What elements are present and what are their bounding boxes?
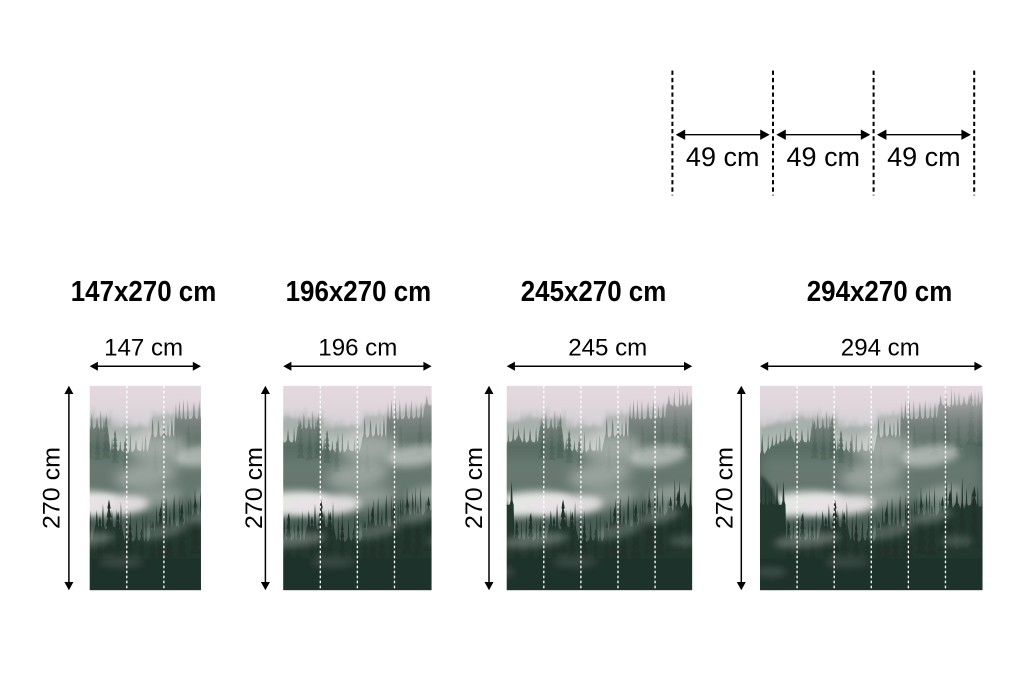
svg-text:270 cm: 270 cm [241,447,268,529]
svg-text:270 cm: 270 cm [712,447,739,529]
svg-text:196 cm: 196 cm [318,334,397,361]
svg-text:49 cm: 49 cm [887,142,961,172]
svg-text:49 cm: 49 cm [686,142,760,172]
svg-text:147 cm: 147 cm [104,334,183,361]
svg-text:245 cm: 245 cm [568,334,647,361]
svg-text:294 cm: 294 cm [841,334,920,361]
svg-text:49 cm: 49 cm [787,142,861,172]
svg-text:147x270 cm: 147x270 cm [71,276,217,308]
svg-text:196x270 cm: 196x270 cm [286,276,432,308]
svg-text:270 cm: 270 cm [461,447,488,529]
svg-text:294x270 cm: 294x270 cm [807,276,953,308]
svg-text:270 cm: 270 cm [39,447,66,529]
svg-text:245x270 cm: 245x270 cm [521,276,667,308]
